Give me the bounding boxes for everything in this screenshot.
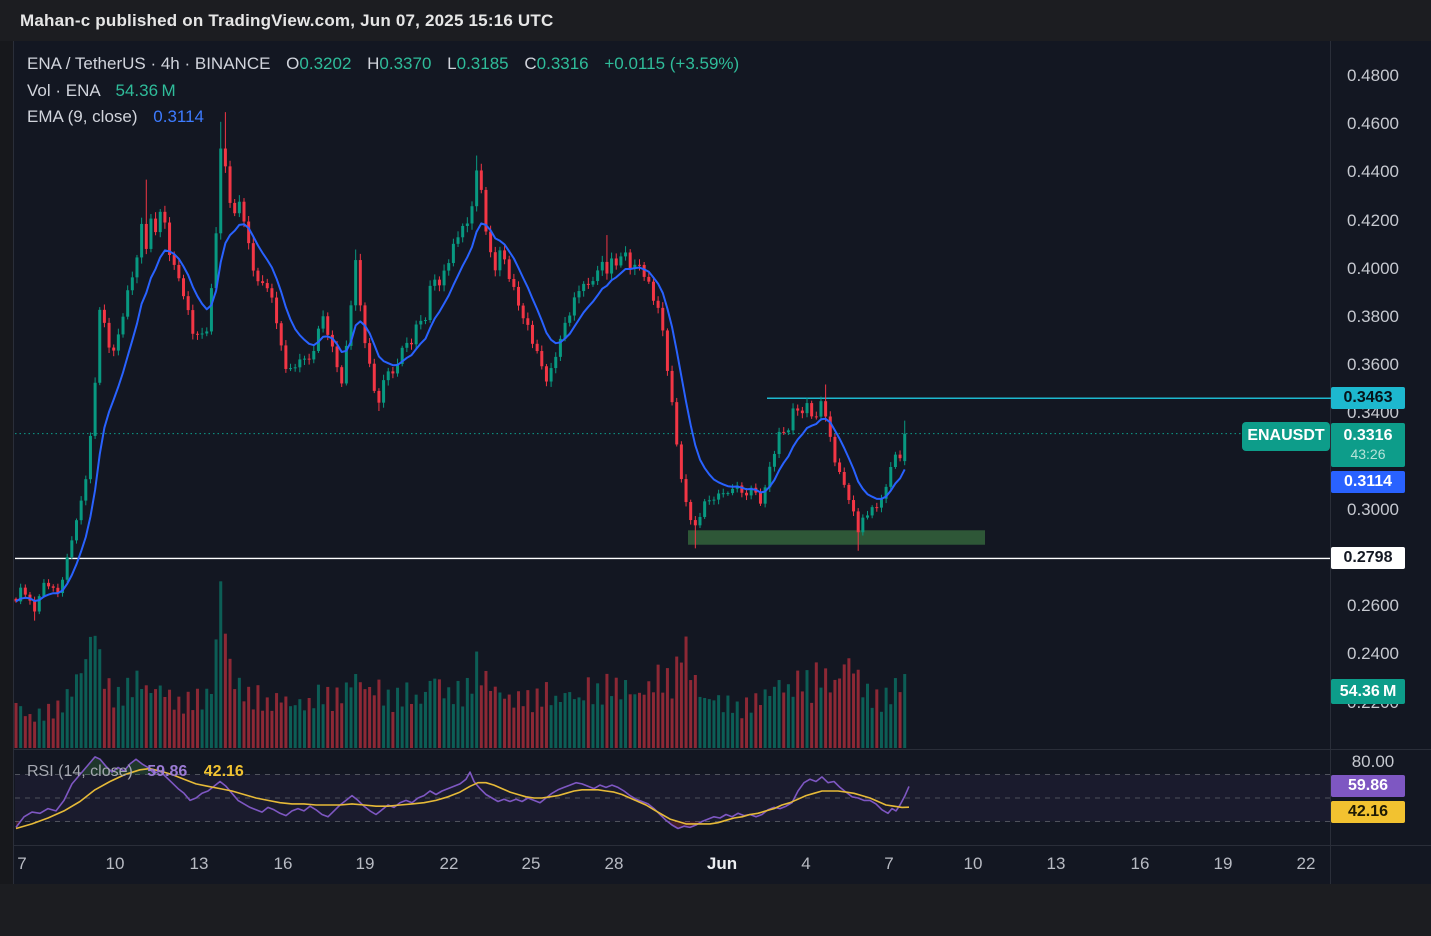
price-tick: 0.3600 <box>1347 355 1399 374</box>
price-tick: 0.4200 <box>1347 211 1399 230</box>
price-tick: 0.2600 <box>1347 596 1399 615</box>
rsi-value: 59.86 <box>147 763 188 780</box>
volume-value: 54.36 M <box>115 81 176 100</box>
time-tick: 7 <box>17 854 27 873</box>
price-tick: 0.2400 <box>1347 644 1399 663</box>
time-tick: 22 <box>1296 854 1316 873</box>
symbol-title: ENA / TetherUS · 4h · BINANCE <box>27 54 271 73</box>
volume-axis-label: 54.36 M <box>1331 679 1405 704</box>
symbol-tag-label: ENAUSDT <box>1242 421 1330 451</box>
rsi-band <box>15 774 1330 822</box>
footer-bar: TradingView <box>0 884 1431 936</box>
candlestick-series <box>14 112 907 621</box>
last-price-value: 0.3316 <box>1343 427 1393 445</box>
ema-label: EMA (9, close) <box>27 107 138 126</box>
low-label: L <box>447 54 457 73</box>
ema-value: 0.3114 <box>153 107 205 126</box>
publish-header-bar: Mahan-c published on TradingView.com, Ju… <box>0 0 1431 41</box>
high-label: H <box>367 54 380 73</box>
support-price-label: 0.2798 <box>1331 547 1405 570</box>
rsi-ma-value-label: 42.16 <box>1331 801 1405 823</box>
low-value: 0.3185 <box>456 54 509 73</box>
ema-line <box>15 222 906 603</box>
price-tick: 0.3800 <box>1347 307 1399 326</box>
time-tick: 22 <box>439 854 459 873</box>
price-tick: 0.3000 <box>1347 500 1399 519</box>
rsi-legend-row: RSI (14, close) 59.86 42.16 <box>27 763 244 781</box>
time-tick: 25 <box>521 854 541 873</box>
volume-series <box>14 581 907 748</box>
time-tick: 19 <box>1213 854 1233 873</box>
rsi-ma-line <box>15 767 910 830</box>
rsi-axis-tick-80: 80.00 <box>1351 752 1395 771</box>
rsi-ma-value: 42.16 <box>203 763 244 780</box>
last-price-label: 0.3316 43:26 <box>1331 422 1405 467</box>
rsi-value-label: 59.86 <box>1331 775 1405 798</box>
price-tick: 0.4600 <box>1347 114 1399 133</box>
time-tick: 4 <box>801 854 811 873</box>
time-tick: 7 <box>884 854 894 873</box>
publish-title: Mahan-c published on TradingView.com, Ju… <box>20 11 554 30</box>
support-zone-rect[interactable] <box>688 530 985 545</box>
price-tick: 0.4800 <box>1347 66 1399 85</box>
volume-label: Vol · ENA <box>27 81 100 100</box>
close-value: 0.3316 <box>536 54 589 73</box>
symbol-legend-row: ENA / TetherUS · 4h · BINANCE O0.3202 H0… <box>27 54 739 74</box>
time-tick: 13 <box>189 854 209 873</box>
ema-price-label: 0.3114 <box>1331 471 1405 494</box>
bar-countdown: 43:26 <box>1350 445 1386 462</box>
change-value: +0.0115 (+3.59%) <box>604 54 740 73</box>
time-tick: 10 <box>105 854 125 873</box>
time-tick: 10 <box>963 854 983 873</box>
time-tick: 19 <box>355 854 375 873</box>
time-tick: Jun <box>706 854 738 873</box>
volume-legend-row: Vol · ENA 54.36 M <box>27 81 176 101</box>
ema-legend-row: EMA (9, close) 0.3114 <box>27 107 204 127</box>
high-value: 0.3370 <box>379 54 432 73</box>
open-value: 0.3202 <box>299 54 352 73</box>
time-tick: 28 <box>604 854 624 873</box>
close-label: C <box>524 54 537 73</box>
open-label: O <box>286 54 300 73</box>
time-tick: 13 <box>1046 854 1066 873</box>
resistance-price-label: 0.3463 <box>1331 387 1405 410</box>
time-tick: 16 <box>1130 854 1150 873</box>
price-tick: 0.4400 <box>1347 162 1399 181</box>
time-tick: 16 <box>273 854 293 873</box>
price-tick: 0.4000 <box>1347 259 1399 278</box>
rsi-title: RSI (14, close) <box>27 763 133 780</box>
